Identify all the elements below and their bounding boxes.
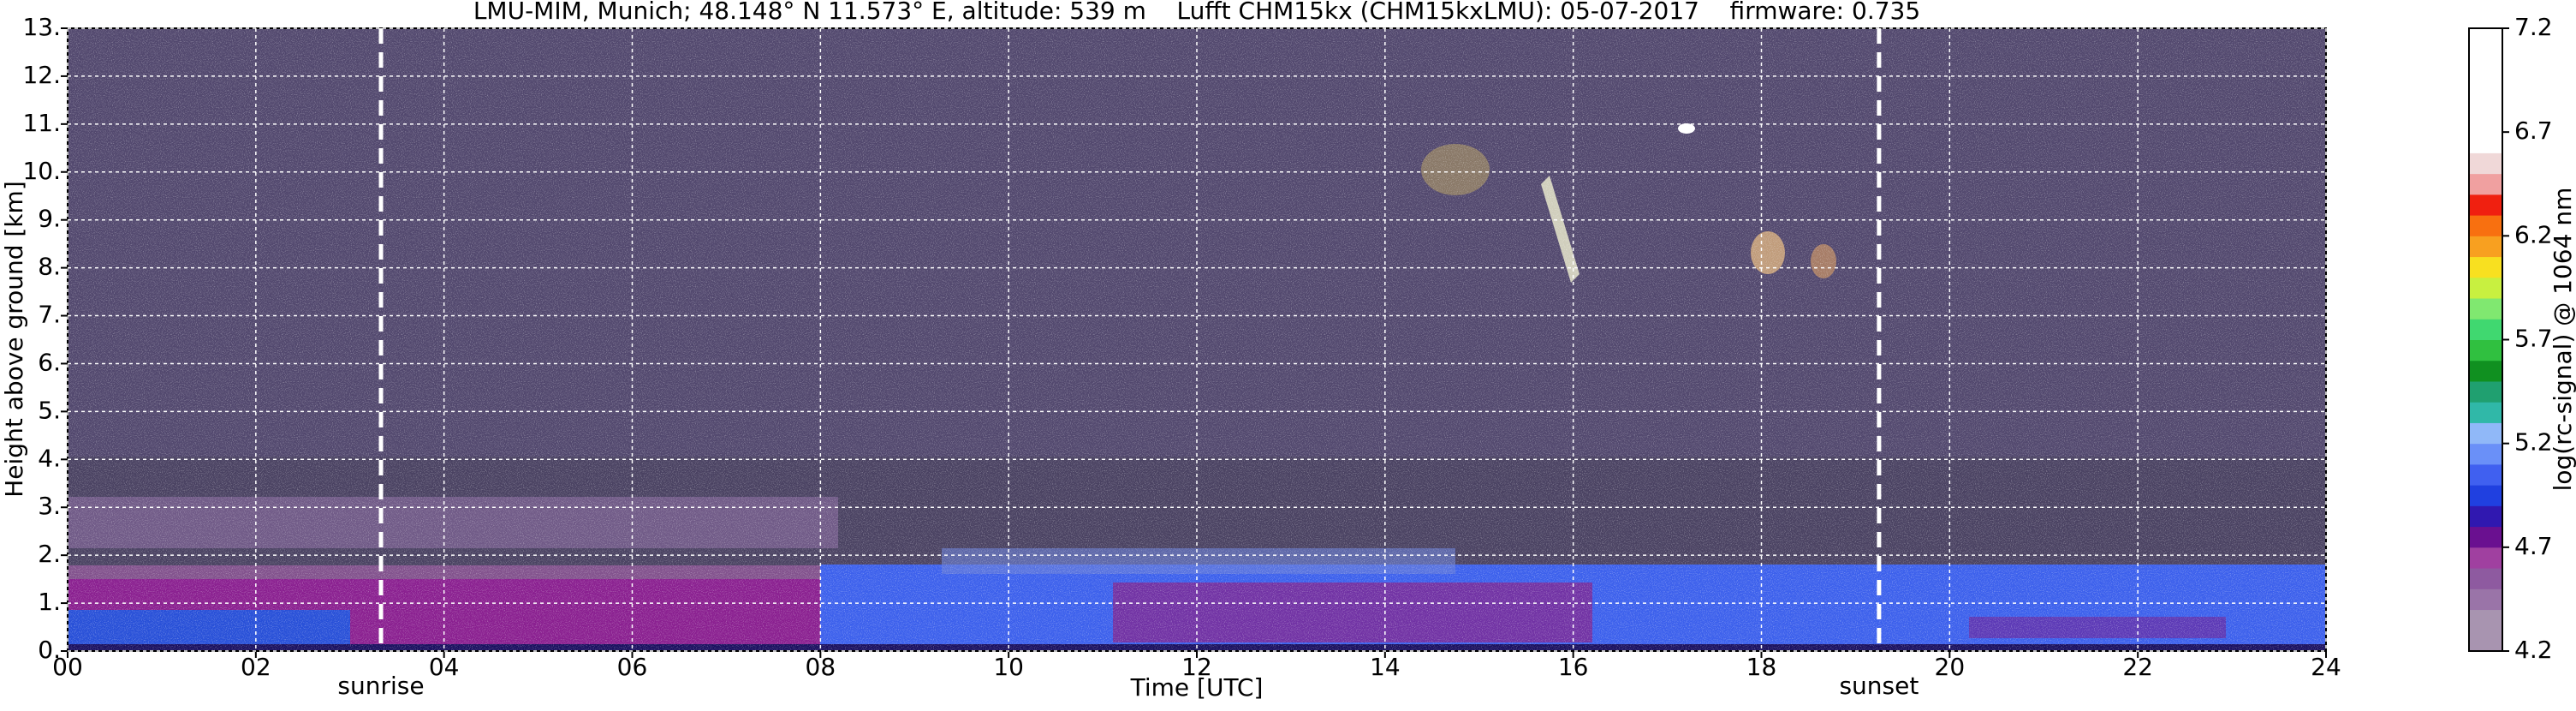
y-axis-label: Height above ground [km] (0, 181, 28, 498)
y-tick-label: 2. (38, 540, 61, 568)
x-tick-label: 18 (1746, 653, 1777, 681)
colorbar-swatch (2469, 360, 2502, 382)
colorbar-swatch (2469, 298, 2502, 320)
y-tick-label: 12. (22, 61, 61, 89)
colorbar-swatch (2469, 547, 2502, 569)
colorbar-swatch (2469, 90, 2502, 112)
colorbar-swatch (2469, 485, 2502, 506)
colorbar-tick-label: 4.7 (2514, 532, 2553, 560)
colorbar-swatch (2469, 380, 2502, 403)
x-axis-label: Time [UTC] (1130, 673, 1264, 702)
x-tick-label: 22 (2122, 653, 2153, 681)
colorbar-swatch (2469, 132, 2502, 153)
x-tick-label: 12 (1181, 653, 1212, 681)
x-tick-label: 04 (429, 653, 460, 681)
y-tick-label: 6. (38, 348, 61, 376)
y-tick-label: 4. (38, 444, 61, 472)
colorbar-swatch (2469, 422, 2502, 445)
y-tick-label: 11. (22, 109, 61, 137)
y-tick-label: 0. (38, 636, 61, 664)
colorbar-swatch (2469, 402, 2502, 423)
colorbar-swatch (2469, 152, 2502, 175)
colorbar-swatch (2469, 28, 2502, 50)
y-tick-label: 13. (22, 13, 61, 41)
colorbar-swatch (2469, 463, 2502, 486)
y-tick-label: 8. (38, 253, 61, 281)
x-tick-label: 02 (241, 653, 271, 681)
x-tick-label: 14 (1370, 653, 1401, 681)
colorbar-swatch (2469, 236, 2502, 258)
annotation-label: sunrise (337, 672, 424, 700)
annotation-label: sunset (1839, 672, 1919, 700)
colorbar-tick-label: 6.2 (2514, 220, 2553, 248)
colorbar-tick-label: 5.2 (2514, 428, 2553, 457)
y-tick-label: 3. (38, 492, 61, 520)
colorbar-swatch (2469, 173, 2502, 195)
x-tick-label: 06 (617, 653, 648, 681)
chart-title: LMU-MIM, Munich; 48.148° N 11.573° E, al… (473, 0, 1920, 25)
x-tick-label: 10 (993, 653, 1024, 681)
colorbar-swatch (2469, 194, 2502, 216)
colorbar-swatch (2469, 568, 2502, 589)
colorbar-swatch (2469, 111, 2502, 133)
x-tick-label: 00 (52, 653, 83, 681)
x-tick-label: 16 (1558, 653, 1589, 681)
colorbar-swatch (2469, 443, 2502, 465)
colorbar-tick-label: 4.2 (2514, 636, 2553, 664)
x-tick-label: 24 (2311, 653, 2341, 681)
colorbar-tick-label: 6.7 (2514, 117, 2553, 145)
colorbar-swatch (2469, 505, 2502, 528)
y-tick-label: 1. (38, 588, 61, 616)
colorbar-swatch (2469, 526, 2502, 548)
x-tick-label: 20 (1935, 653, 1966, 681)
colorbar-swatch (2469, 49, 2502, 70)
colorbar-tick-label: 5.7 (2514, 325, 2553, 353)
colorbar-swatch (2469, 339, 2502, 361)
y-tick-label: 10. (22, 157, 61, 185)
y-tick-label: 9. (38, 205, 61, 233)
colorbar-swatch (2469, 256, 2502, 278)
y-tick-label: 5. (38, 396, 61, 424)
colorbar-label: log(rc-signal) @ 1064 nm (2549, 188, 2576, 492)
colorbar-swatch (2469, 319, 2502, 340)
x-tick-label: 08 (806, 653, 836, 681)
colorbar-tick-label: 7.2 (2514, 13, 2553, 41)
colorbar-swatch (2469, 277, 2502, 299)
y-tick-label: 7. (38, 301, 61, 329)
colorbar-swatch (2469, 630, 2502, 652)
colorbar-swatch (2469, 69, 2502, 92)
colorbar-swatch (2469, 589, 2502, 611)
colorbar-swatch (2469, 215, 2502, 236)
colorbar-swatch (2469, 609, 2502, 631)
